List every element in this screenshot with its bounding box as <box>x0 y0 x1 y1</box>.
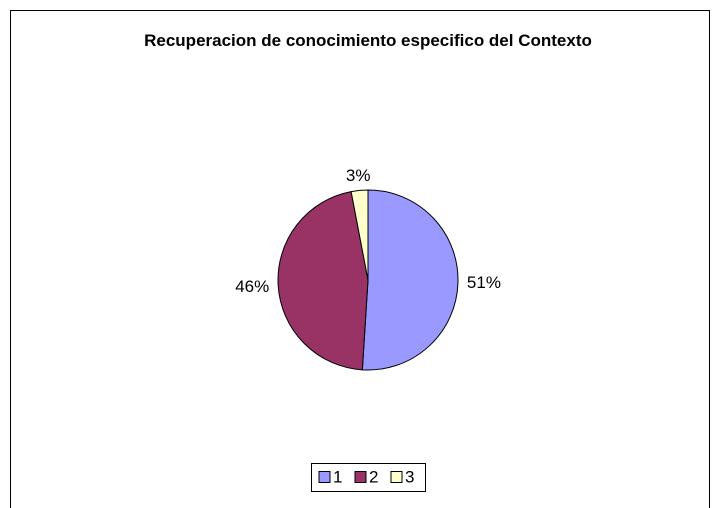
legend-swatch <box>318 471 331 483</box>
data-label: 3% <box>346 166 371 185</box>
pie-slice <box>361 189 459 371</box>
pie-slice <box>277 191 369 371</box>
legend-label: 1 <box>333 467 342 486</box>
legend-label: 2 <box>369 467 378 486</box>
pie-slice <box>350 189 369 281</box>
legend-swatch <box>354 471 367 483</box>
data-label: 51% <box>467 273 501 292</box>
data-label: 46% <box>235 277 269 296</box>
legend-swatch <box>390 471 403 483</box>
legend-label: 3 <box>405 467 414 486</box>
chart-title: Recuperacion de conocimiento especifico … <box>144 31 592 50</box>
